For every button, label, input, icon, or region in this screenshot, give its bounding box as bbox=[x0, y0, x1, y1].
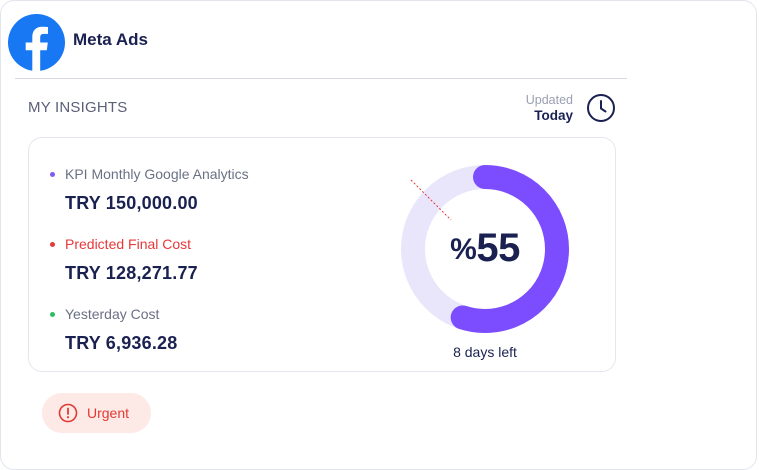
clock-icon[interactable] bbox=[586, 93, 616, 123]
insights-panel: KPI Monthly Google Analytics TRY 150,000… bbox=[28, 137, 616, 372]
alert-circle-icon bbox=[58, 403, 78, 423]
brand-name: Meta Ads bbox=[73, 30, 148, 49]
gauge-fill bbox=[401, 165, 569, 333]
urgent-badge[interactable]: Urgent bbox=[42, 393, 151, 433]
facebook-icon bbox=[8, 14, 65, 71]
updated-label: Updated bbox=[525, 93, 573, 107]
kpi-dot bbox=[50, 242, 55, 247]
progress-percent: %55 bbox=[399, 226, 571, 271]
kpi-label: Yesterday Cost bbox=[65, 306, 160, 322]
gauge-marker bbox=[410, 179, 452, 221]
kpi-label: Predicted Final Cost bbox=[65, 236, 192, 252]
header-divider bbox=[15, 78, 627, 79]
kpi-monthly-target: KPI Monthly Google Analytics TRY 150,000… bbox=[50, 166, 249, 214]
kpi-dot bbox=[50, 312, 55, 317]
progress-gauge bbox=[401, 165, 569, 333]
kpi-label: KPI Monthly Google Analytics bbox=[65, 166, 249, 182]
kpi-dot bbox=[50, 172, 55, 177]
percent-symbol: % bbox=[450, 233, 477, 266]
kpi-value: TRY 6,936.28 bbox=[65, 333, 178, 353]
updated-indicator: Updated Today bbox=[526, 93, 573, 123]
kpi-value: TRY 128,271.77 bbox=[65, 263, 198, 283]
section-title: MY INSIGHTS bbox=[28, 99, 128, 116]
urgent-label: Urgent bbox=[87, 405, 130, 421]
days-left: 8 days left bbox=[453, 344, 517, 360]
percent-value: 55 bbox=[476, 226, 520, 270]
updated-value: Today bbox=[534, 108, 573, 123]
kpi-value: TRY 150,000.00 bbox=[65, 193, 198, 213]
kpi-yesterday-cost: Yesterday Cost TRY 6,936.28 bbox=[50, 306, 178, 354]
kpi-predicted-cost: Predicted Final Cost TRY 128,271.77 bbox=[50, 236, 198, 284]
